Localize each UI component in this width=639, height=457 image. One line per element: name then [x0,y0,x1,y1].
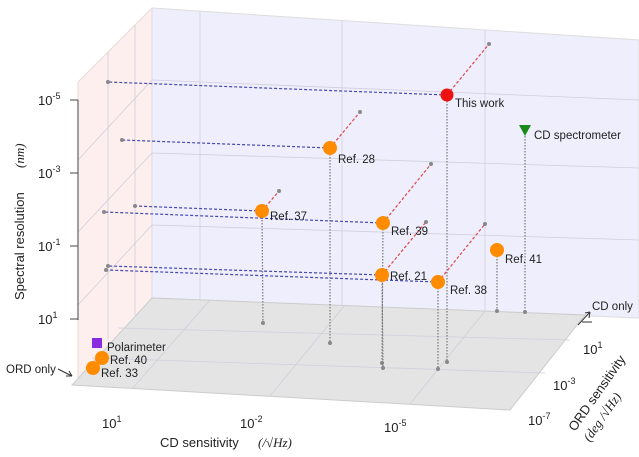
floor-projection-line-end-dot [381,366,385,370]
back-wall-projection-line-end-dot [429,162,433,166]
back-wall-projection-line-end-dot [487,42,491,46]
y-tick-label: 10-7 [528,411,550,428]
z-tick-label: 10-1 [38,237,60,254]
left-wall-projection-line-end-dot [106,264,110,268]
back-wall-projection-line [446,43,490,96]
ord-only-label: ORD only [6,364,56,376]
data-point-label: CD spectrometer [534,130,621,142]
data-point [323,141,337,155]
x-axis-unit: (/√Hz) [258,435,292,450]
floor-projection-line [261,210,264,324]
data-point-label: Ref. 37 [270,211,307,223]
data-point [375,268,389,282]
left-wall-projection-line [107,265,383,276]
floor-projection-line-end-dot [495,309,499,313]
left-wall-projection-line-end-dot [120,138,124,142]
floor-projection-line-end-dot [523,310,527,314]
y-tick-label: 10-3 [553,376,575,393]
floor-projection-line-end-dot [328,341,332,345]
data-point [490,243,504,257]
floor-projection-line-end-dot [436,367,440,371]
back-wall-projection-line [329,111,361,149]
data-marks: This work Ref. 28 Ref. 37 Ref. 39 Ref. 21 Ref… [86,42,621,380]
data-point [95,351,109,365]
back-wall-projection-line-end-dot [358,110,362,114]
z-tick-label: 10-5 [38,91,60,108]
back-wall-projection-line-end-dot [424,220,428,224]
cd-only-label: CD only [592,301,633,313]
z-axis-unit: (nm) [12,143,27,168]
back-wall-projection-line [382,163,432,224]
floor [70,297,587,411]
left-wall-projection-line [107,81,448,96]
z-tick-label: 101 [38,310,57,327]
back-wall-projection-line [261,190,280,212]
back-wall-projection-line [381,221,427,276]
x-axis-label: CD sensitivity [160,435,239,450]
data-point-triangle [519,125,531,136]
data-point [376,216,390,230]
floor-projection-line-end-dot [445,360,449,364]
data-point [431,275,445,289]
data-point-label: Ref. 40 [110,355,147,367]
data-point-label: Ref. 41 [505,254,542,266]
floor-projection-line-end-dot [261,321,265,325]
data-point-label: Ref. 33 [101,368,138,380]
z-tick-label: 10-3 [38,164,60,181]
data-point-label: Ref. 39 [391,226,428,238]
z-axis [70,99,79,320]
data-point-label: This work [455,98,504,110]
back-wall [151,7,639,319]
left-wall-projection-line-end-dot [104,268,108,272]
back-wall-projection-line-end-dot [483,222,487,226]
left-wall-projection-line-end-dot [106,80,110,84]
left-wall-projection-line [103,211,384,224]
grid-lines [77,11,639,405]
x-tick-label: 101 [102,414,121,431]
left-wall-projection-line-end-dot [102,210,106,214]
back-wall-projection-line [437,223,486,283]
data-point-label: Ref. 38 [450,285,487,297]
ord-only-arrow [57,368,73,377]
back-wall-projection-line-end-dot [277,189,281,193]
data-point-label: Ref. 28 [338,154,375,166]
z-axis-label: Spectral resolution [12,192,27,300]
data-point [255,204,269,218]
floor-projection-line [381,274,384,369]
left-wall-projection-line-end-dot [133,204,137,208]
x-tick-label: 10-5 [384,418,406,435]
left-wall-projection-line [134,205,263,212]
data-point-label: Ref. 21 [390,271,427,283]
y-tick-label: 101 [583,340,602,357]
data-point-square [92,338,102,348]
data-point-label: Polarimeter [107,342,166,354]
x-tick-label: 10-2 [240,414,262,431]
cd-only-arrow [577,311,592,326]
data-point [440,88,454,102]
data-point [86,361,100,375]
